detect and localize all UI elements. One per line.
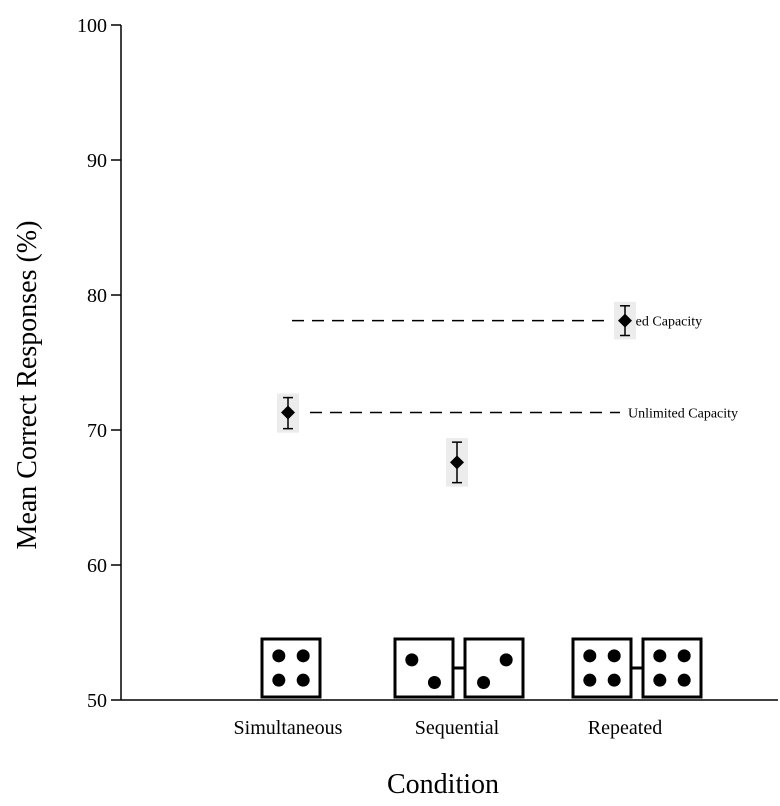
- die: [571, 637, 633, 699]
- y-axis-title: Mean Correct Responses (%): [12, 221, 43, 550]
- die-pip: [653, 673, 667, 687]
- y-ticks: 50 60 70 80 90 100: [77, 15, 121, 712]
- y-tick-label: 100: [77, 15, 107, 37]
- reference-line-label: Fixed Capacity: [617, 315, 702, 330]
- die-pip: [607, 673, 621, 687]
- stimulus-group: [393, 637, 525, 699]
- x-axis-title: Condition: [387, 769, 499, 800]
- die-pip: [677, 673, 691, 687]
- die-pip: [272, 673, 286, 687]
- y-tick-label: 50: [87, 690, 107, 712]
- stimulus-group: [260, 637, 322, 699]
- die-pip: [296, 649, 310, 663]
- data-point: [450, 455, 464, 470]
- die-pip: [583, 649, 597, 663]
- axes: [120, 25, 778, 701]
- stimulus-group: [571, 637, 703, 699]
- die-pip: [405, 653, 419, 667]
- y-tick-label: 70: [87, 420, 107, 442]
- y-tick-label: 80: [87, 285, 107, 307]
- x-tick-label: Simultaneous: [234, 717, 343, 739]
- y-tick-label: 60: [87, 555, 107, 577]
- die-pip: [677, 649, 691, 663]
- die-pip: [296, 673, 310, 687]
- x-tick-label: Repeated: [588, 717, 662, 739]
- die-pip: [653, 649, 667, 663]
- x-tick-labels: Simultaneous Sequential Repeated: [234, 717, 663, 739]
- die-pip: [477, 676, 491, 689]
- die-pip: [583, 673, 597, 687]
- die: [463, 637, 525, 699]
- stimulus-dice: [260, 637, 703, 699]
- data-point: [618, 313, 632, 328]
- die-pip: [499, 653, 513, 667]
- reference-lines: Fixed Capacity Unlimited Capacity: [292, 315, 738, 421]
- die: [393, 637, 455, 699]
- die-pip: [607, 649, 621, 663]
- x-tick-label: Sequential: [415, 717, 500, 739]
- die-pip: [272, 649, 286, 663]
- data-points: [277, 301, 636, 487]
- data-point: [281, 405, 295, 420]
- die: [260, 637, 322, 699]
- die-pip: [427, 676, 441, 689]
- die: [641, 637, 703, 699]
- y-tick-label: 90: [87, 150, 107, 172]
- reference-line-label: Unlimited Capacity: [628, 406, 738, 421]
